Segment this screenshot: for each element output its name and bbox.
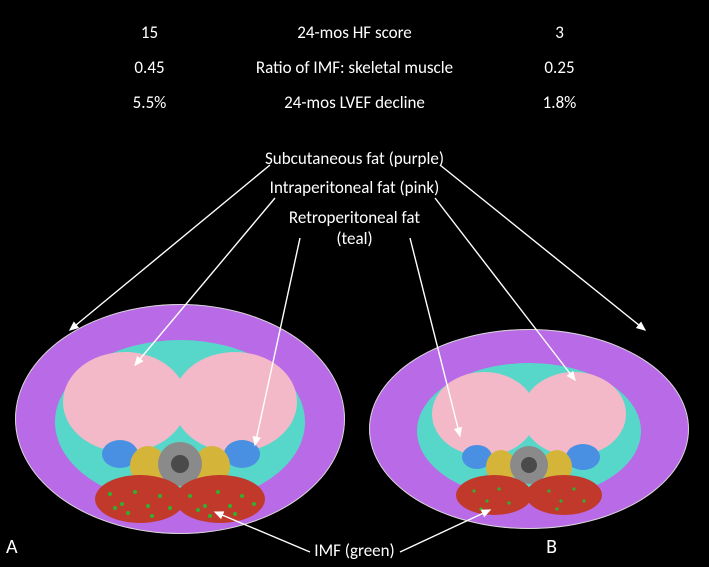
legend-retroperitoneal: Retroperitoneal fat (teal): [0, 207, 709, 250]
metric-right: 0.25: [485, 57, 635, 78]
legend-subcutaneous: Subcutaneous fat (purple): [0, 148, 709, 169]
metric-right: 1.8%: [485, 92, 635, 113]
table-row: 15 24-mos HF score 3: [0, 22, 709, 43]
legend-labels: Subcutaneous fat (purple) Intraperitonea…: [0, 148, 709, 257]
legend-intraperitoneal: Intraperitoneal fat (pink): [0, 177, 709, 198]
table-row: 5.5% 24-mos LVEF decline 1.8%: [0, 92, 709, 113]
ct-scan-panel-b: [359, 319, 699, 539]
metric-label: 24-mos LVEF decline: [225, 92, 485, 113]
metric-label: Ratio of IMF: skeletal muscle: [225, 57, 485, 78]
ct-scan-panel-a: [10, 294, 350, 539]
metric-right: 3: [485, 22, 635, 43]
legend-imf: IMF (green): [0, 540, 709, 561]
metrics-table: 15 24-mos HF score 3 0.45 Ratio of IMF: …: [0, 22, 709, 127]
metric-left: 0.45: [75, 57, 225, 78]
metric-left: 5.5%: [75, 92, 225, 113]
table-row: 0.45 Ratio of IMF: skeletal muscle 0.25: [0, 57, 709, 78]
metric-left: 15: [75, 22, 225, 43]
metric-label: 24-mos HF score: [225, 22, 485, 43]
